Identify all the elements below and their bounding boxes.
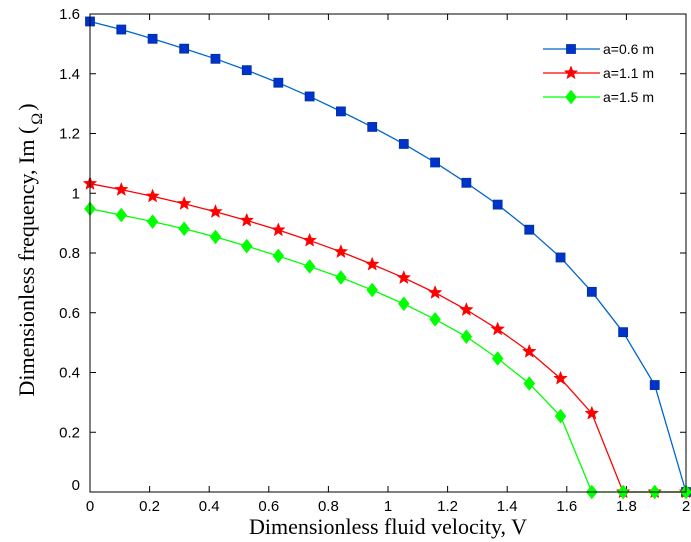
data-point bbox=[240, 238, 253, 254]
y-tick-label: 0.2 bbox=[59, 424, 80, 441]
data-point bbox=[208, 204, 223, 219]
data-point bbox=[460, 329, 473, 345]
data-point bbox=[336, 106, 346, 117]
data-point bbox=[553, 370, 568, 385]
data-point bbox=[178, 221, 190, 237]
data-point bbox=[459, 302, 474, 316]
data-point bbox=[239, 212, 255, 227]
x-tick-label: 0.2 bbox=[139, 498, 160, 515]
legend-label: a=1.5 m bbox=[603, 89, 654, 105]
data-point bbox=[397, 296, 410, 312]
data-point bbox=[427, 285, 443, 299]
data-point bbox=[554, 408, 567, 424]
data-point bbox=[649, 380, 660, 390]
data-point bbox=[303, 259, 316, 274]
data-point bbox=[302, 232, 317, 247]
data-point bbox=[147, 33, 158, 44]
data-point bbox=[333, 244, 349, 259]
y-tick-label: 0.8 bbox=[59, 245, 80, 262]
data-point bbox=[492, 199, 503, 210]
x-tick-label: 0 bbox=[86, 498, 94, 515]
y-tick-label: 1.2 bbox=[59, 126, 80, 143]
series-3 bbox=[84, 201, 691, 500]
y-tick-label: 1 bbox=[72, 185, 80, 202]
data-point bbox=[176, 196, 192, 210]
data-point bbox=[179, 43, 190, 54]
data-point bbox=[524, 224, 535, 235]
data-point bbox=[491, 351, 504, 366]
y-axis-title-symbol: Ω bbox=[29, 113, 46, 125]
y-tick-label: 0.4 bbox=[59, 365, 80, 382]
data-point bbox=[271, 222, 286, 237]
data-point bbox=[584, 405, 600, 420]
data-point bbox=[367, 122, 378, 132]
data-point bbox=[209, 229, 222, 245]
series-layer bbox=[82, 16, 691, 500]
y-tick-label: 0 bbox=[72, 477, 80, 494]
plot-frame bbox=[89, 13, 687, 493]
series-line bbox=[89, 183, 686, 493]
series-line bbox=[89, 20, 687, 493]
legend-swatch-marker bbox=[563, 65, 579, 80]
data-point bbox=[115, 207, 128, 223]
data-point bbox=[366, 282, 379, 298]
legend-label: a=1.1 m bbox=[603, 65, 654, 81]
y-tick-label: 0.6 bbox=[59, 305, 80, 322]
data-point bbox=[523, 376, 536, 391]
legend-swatch-marker bbox=[565, 89, 577, 105]
y-axis-title: Dimensionless frequency, Im ( Ω) bbox=[14, 103, 46, 396]
x-tick-label: 1 bbox=[384, 498, 392, 515]
data-point bbox=[273, 77, 284, 88]
x-tick-label: 0.4 bbox=[199, 498, 220, 515]
x-tick-label: 0.8 bbox=[318, 498, 339, 515]
series-line bbox=[89, 208, 686, 493]
x-tick-label: 0.6 bbox=[258, 498, 279, 515]
series-2 bbox=[82, 175, 691, 499]
data-point bbox=[461, 177, 472, 188]
legend-item: a=1.5 m bbox=[543, 89, 654, 105]
x-tick-label: 2 bbox=[682, 498, 690, 515]
data-point bbox=[145, 188, 160, 203]
legend-item: a=0.6 m bbox=[543, 41, 654, 57]
data-point bbox=[146, 214, 159, 230]
y-tick-label: 1.6 bbox=[59, 6, 80, 23]
legend-label: a=0.6 m bbox=[603, 41, 654, 57]
data-point bbox=[364, 256, 380, 271]
data-point bbox=[396, 270, 412, 285]
data-point bbox=[116, 24, 127, 35]
data-point bbox=[490, 321, 505, 336]
data-point bbox=[272, 248, 285, 264]
x-axis-title: Dimensionless fluid velocity, V bbox=[249, 514, 527, 539]
x-tick-label: 1.2 bbox=[437, 498, 458, 515]
y-axis-title-close: ) bbox=[14, 103, 39, 110]
x-tick-label: 1.8 bbox=[616, 498, 637, 515]
data-point bbox=[555, 252, 566, 263]
x-tick-label: 1.6 bbox=[556, 498, 577, 515]
data-point bbox=[429, 311, 441, 327]
data-point bbox=[586, 286, 597, 297]
y-axis-ticks: 0 0.2 0.4 0.6 0.8 1 1.2 1.4 1.6 bbox=[59, 6, 686, 494]
data-point bbox=[430, 157, 440, 168]
data-point bbox=[113, 181, 129, 196]
x-tick-label: 1.4 bbox=[497, 498, 518, 515]
legend-swatch-marker bbox=[566, 44, 576, 54]
series-1 bbox=[85, 16, 691, 497]
data-point bbox=[521, 343, 537, 358]
y-axis-title-main: Dimensionless frequency, Im ( bbox=[14, 127, 39, 397]
data-point bbox=[210, 53, 221, 64]
data-point bbox=[398, 139, 409, 149]
x-axis-ticks: 0 0.2 0.4 0.6 0.8 1 1.2 1.4 1.6 1.8 2 bbox=[86, 14, 690, 515]
data-point bbox=[335, 270, 347, 285]
legend: a=0.6 m a=1.1 m a=1.5 m bbox=[543, 41, 654, 105]
data-point bbox=[304, 91, 315, 102]
legend-item: a=1.1 m bbox=[543, 65, 654, 81]
data-point bbox=[618, 327, 629, 338]
data-point bbox=[241, 65, 252, 76]
y-tick-label: 1.4 bbox=[59, 66, 80, 83]
